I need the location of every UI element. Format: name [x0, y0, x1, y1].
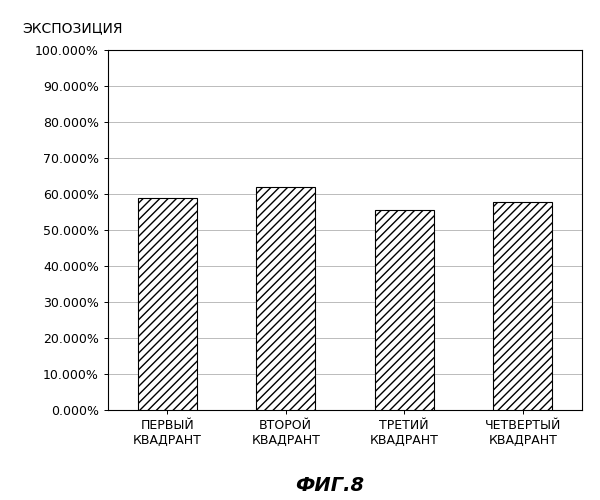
Bar — [374, 210, 434, 410]
Bar — [137, 198, 197, 410]
Text: ФИГ.8: ФИГ.8 — [295, 476, 365, 495]
Text: ЭКСПОЗИЦИЯ: ЭКСПОЗИЦИЯ — [23, 22, 123, 36]
Bar — [256, 187, 316, 410]
Bar — [493, 202, 553, 410]
